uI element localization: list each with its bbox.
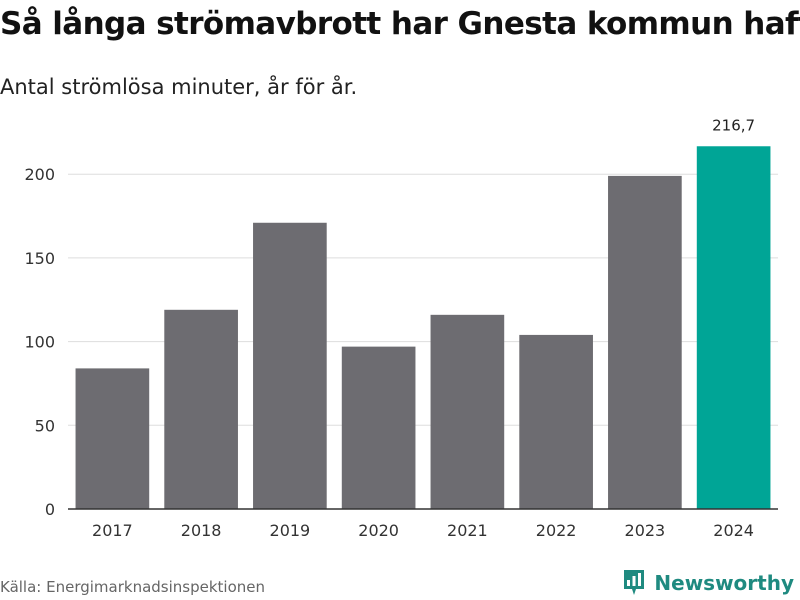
y-tick-label: 50 [35,416,55,435]
x-tick-label: 2020 [358,521,399,540]
chart-title: Så långa strömavbrott har Gnesta kommun … [0,6,800,42]
x-tick-label: 2019 [270,521,311,540]
y-tick-label: 150 [24,249,55,268]
y-tick-label: 100 [24,333,55,352]
brand-name: Newsworthy [654,571,794,595]
x-tick-label: 2017 [92,521,133,540]
bar-2018 [164,309,238,509]
data-label: 216,7 [712,116,755,134]
x-tick-label: 2023 [625,521,666,540]
chart-subtitle: Antal strömlösa minuter, år för år. [0,75,358,99]
bar-2017 [75,368,150,509]
x-tick-label: 2022 [536,521,577,540]
source-note: Källa: Energimarknadsinspektionen [0,578,266,596]
x-tick-label: 2018 [181,521,222,540]
bar-2024 [696,146,771,509]
y-tick-label: 0 [45,500,55,519]
x-tick-label: 2024 [713,521,754,540]
bar-2021 [430,314,505,509]
y-tick-label: 200 [24,165,55,184]
bar-2020 [341,346,416,509]
bar-2023 [608,175,682,510]
bar-2022 [519,334,593,509]
x-tick-label: 2021 [447,521,488,540]
bar-2019 [253,222,327,509]
newsworthy-logo-icon [624,570,645,595]
brand-logo: Newsworthy [622,568,794,598]
